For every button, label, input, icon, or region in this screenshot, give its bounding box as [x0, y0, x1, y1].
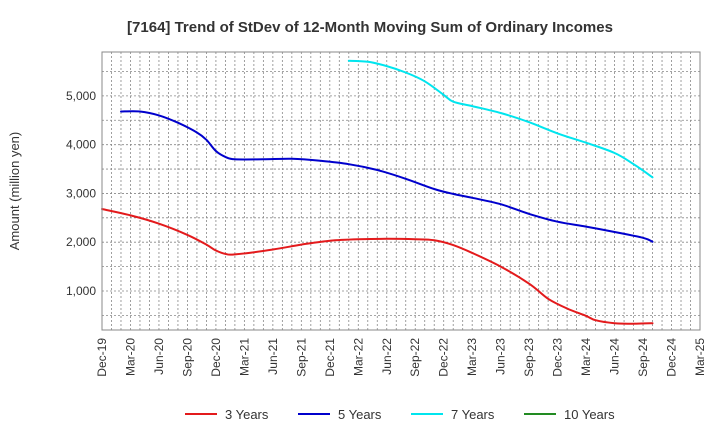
x-tick-label: Jun-24 — [608, 338, 622, 375]
x-tick-label: Mar-21 — [237, 338, 251, 376]
y-tick-label: 5,000 — [66, 89, 96, 103]
x-tick-label: Jun-23 — [494, 338, 508, 375]
x-tick-label: Dec-19 — [95, 338, 109, 377]
plot-frame — [101, 51, 701, 331]
x-tick-label: Jun-20 — [152, 338, 166, 375]
y-tick-label: 4,000 — [66, 138, 96, 152]
x-tick-label: Mar-22 — [351, 338, 365, 376]
x-tick-label: Dec-22 — [437, 338, 451, 377]
x-tick-label: Sep-21 — [294, 338, 308, 377]
series-line-3-years — [101, 208, 654, 325]
legend-label-5-years: 5 Years — [338, 407, 382, 422]
x-tick-labels: Dec-19 Mar-20 Jun-20 Sep-20 Dec-20 Mar-21 Jun-… — [95, 338, 707, 377]
x-tick-label: Mar-20 — [123, 338, 137, 376]
y-tick-label: 1,000 — [66, 284, 96, 298]
legend-label-7-years: 7 Years — [451, 407, 495, 422]
x-tick-label: Mar-24 — [579, 338, 593, 376]
x-tick-label: Mar-25 — [693, 338, 707, 376]
y-tick-labels: 1,000 2,000 3,000 4,000 5,000 — [66, 89, 96, 298]
x-tick-label: Dec-20 — [209, 338, 223, 377]
chart-title: [7164] Trend of StDev of 12-Month Moving… — [127, 19, 613, 36]
series-line-5-years — [120, 110, 654, 243]
x-tick-label: Dec-21 — [323, 338, 337, 377]
y-tick-label: 2,000 — [66, 235, 96, 249]
x-tick-label: Sep-23 — [522, 338, 536, 377]
legend: 3 Years 5 Years 7 Years 10 Years — [185, 407, 615, 422]
series-line-7-years — [347, 59, 654, 179]
legend-label-3-years: 3 Years — [225, 407, 269, 422]
x-tick-label: Dec-24 — [665, 338, 679, 377]
legend-label-10-years: 10 Years — [564, 407, 615, 422]
x-tick-label: Sep-22 — [408, 338, 422, 377]
x-tick-label: Jun-22 — [380, 338, 394, 375]
x-tick-label: Sep-24 — [636, 338, 650, 377]
y-tick-label: 3,000 — [66, 186, 96, 200]
x-tick-label: Jun-21 — [266, 338, 280, 375]
x-tick-label: Mar-23 — [465, 338, 479, 376]
x-tick-label: Dec-23 — [551, 338, 565, 377]
x-tick-label: Sep-20 — [180, 338, 194, 377]
grid — [102, 52, 700, 330]
series-lines — [101, 59, 654, 325]
y-axis-label: Amount (million yen) — [7, 132, 22, 251]
